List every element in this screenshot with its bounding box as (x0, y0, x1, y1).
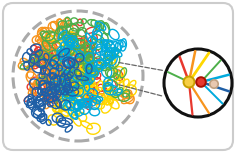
Circle shape (183, 76, 195, 88)
FancyBboxPatch shape (3, 3, 233, 150)
Circle shape (196, 77, 206, 87)
Circle shape (164, 49, 232, 117)
Circle shape (210, 80, 218, 88)
